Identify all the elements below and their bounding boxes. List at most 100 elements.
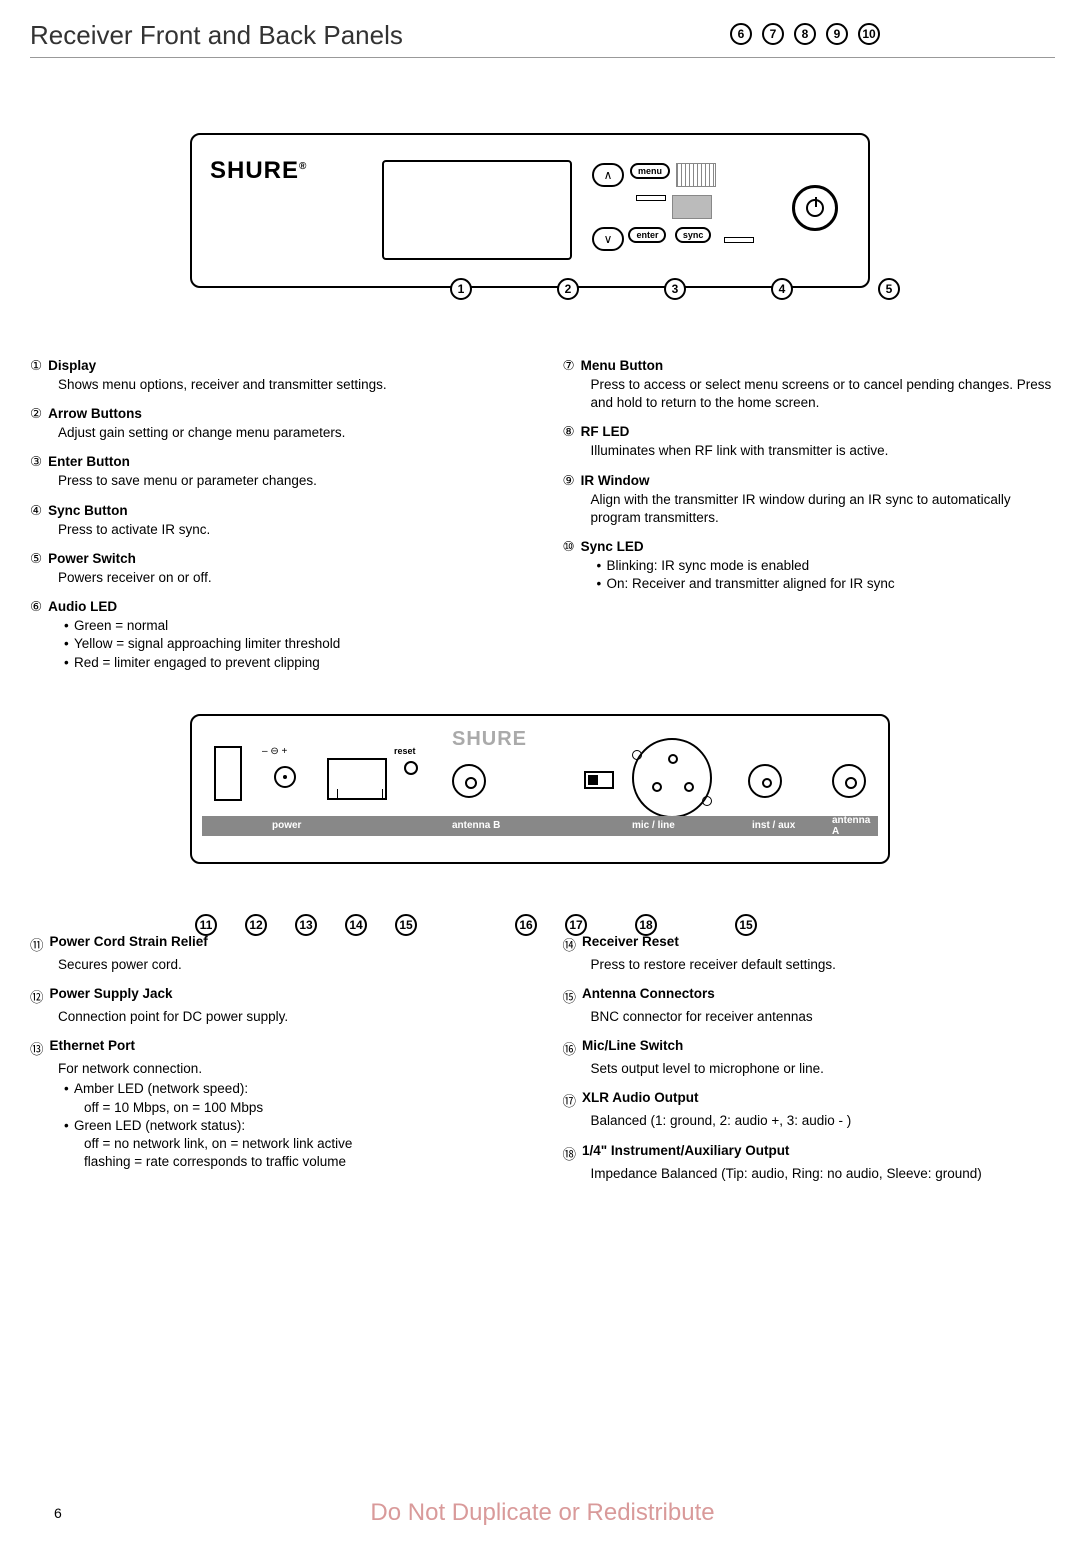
- item-number: ⑨: [563, 473, 575, 489]
- callout-3: 3: [664, 278, 686, 300]
- callout-15b: 15: [735, 914, 757, 936]
- item-number: ⑩: [563, 539, 575, 555]
- description-item: ①DisplayShows menu options, receiver and…: [30, 358, 523, 394]
- front-top-callouts: 6 7 8 9 10: [730, 23, 880, 45]
- item-number: ⑧: [563, 424, 575, 440]
- reset-label: reset: [394, 746, 416, 756]
- back-callouts: 11 12 13 14 15 16 17 18 15: [195, 914, 785, 936]
- description-item: ⑦Menu ButtonPress to access or select me…: [563, 358, 1056, 412]
- item-title: Mic/Line Switch: [582, 1038, 683, 1053]
- item-number: ④: [30, 503, 42, 519]
- ethernet-port: [327, 758, 387, 800]
- callout-10: 10: [858, 23, 880, 45]
- item-bullets: Green = normalYellow = signal approachin…: [64, 617, 523, 672]
- item-desc: Press to activate IR sync.: [58, 521, 523, 539]
- audio-led: [676, 163, 716, 187]
- front-descriptions: ①DisplayShows menu options, receiver and…: [30, 358, 1055, 684]
- mic-line-switch[interactable]: [584, 771, 614, 789]
- page-title: Receiver Front and Back Panels: [30, 20, 1055, 58]
- item-desc: BNC connector for receiver antennas: [591, 1008, 1056, 1026]
- xlr-output: [632, 738, 712, 818]
- callout-14: 14: [345, 914, 367, 936]
- callout-5: 5: [878, 278, 900, 300]
- item-desc: For network connection.: [58, 1060, 523, 1078]
- item-bullets: Blinking: IR sync mode is enabledOn: Rec…: [597, 557, 1056, 593]
- sync-button[interactable]: sync: [675, 227, 712, 243]
- callout-15a: 15: [395, 914, 417, 936]
- callout-16: 16: [515, 914, 537, 936]
- description-item: ④ Sync Button Press to activate IR sync.: [30, 503, 523, 539]
- item-desc: Illuminates when RF link with transmitte…: [591, 442, 1056, 460]
- item-title: Menu Button: [581, 358, 663, 373]
- item-number: ⑭: [563, 934, 577, 954]
- item-title: RF LED: [581, 424, 630, 439]
- item-title: Antenna Connectors: [582, 986, 715, 1001]
- bullet: On: Receiver and transmitter aligned for…: [597, 575, 1056, 593]
- description-item: ⑬ Ethernet Port For network connection. Amb…: [30, 1038, 523, 1171]
- strain-relief: [214, 746, 242, 801]
- power-jack: [274, 766, 296, 788]
- watermark: Do Not Duplicate or Redistribute: [0, 1499, 1085, 1527]
- bullet: Green LED (network status):off = no netw…: [64, 1117, 523, 1172]
- item-desc: Shows menu options, receiver and transmi…: [58, 376, 523, 394]
- description-item: ⑧ RF LED Illuminates when RF link with tra…: [563, 424, 1056, 460]
- item-number: ⑬: [30, 1038, 44, 1058]
- callout-4: 4: [771, 278, 793, 300]
- item-desc: Powers receiver on or off.: [58, 569, 523, 587]
- bullet: Blinking: IR sync mode is enabled: [597, 557, 1056, 575]
- enter-button[interactable]: enter: [628, 227, 666, 243]
- callout-8: 8: [794, 23, 816, 45]
- item-desc: Balanced (1: ground, 2: audio +, 3: audi…: [591, 1112, 1056, 1130]
- description-item: ⑮ Antenna Connectors BNC connector for rec…: [563, 986, 1056, 1026]
- item-desc: Press to restore receiver default settin…: [591, 956, 1056, 974]
- callout-13: 13: [295, 914, 317, 936]
- arrow-up-button[interactable]: ∧: [592, 163, 624, 187]
- callout-6: 6: [730, 23, 752, 45]
- item-desc: Press to save menu or parameter changes.: [58, 472, 523, 490]
- item-bullets: Amber LED (network speed):off = 10 Mbps,…: [64, 1080, 523, 1171]
- item-number: ⑱: [563, 1143, 577, 1163]
- item-desc: Secures power cord.: [58, 956, 523, 974]
- antenna-a-connector: [832, 764, 866, 798]
- callout-12: 12: [245, 914, 267, 936]
- item-title: XLR Audio Output: [582, 1090, 698, 1105]
- item-number: ①: [30, 358, 42, 374]
- antenna-b-connector: [452, 764, 486, 798]
- item-title: Enter Button: [48, 454, 130, 469]
- item-title: Sync LED: [581, 539, 644, 554]
- item-number: ⑥: [30, 599, 42, 615]
- description-item: ⑱1/4" Instrument/Auxiliary OutputImpedan…: [563, 1143, 1056, 1183]
- description-item: ⑨IR WindowAlign with the transmitter IR …: [563, 473, 1056, 527]
- back-label-bar: power antenna B mic / line inst / aux an…: [202, 816, 878, 836]
- description-item: ⑤Power SwitchPowers receiver on or off.: [30, 551, 523, 587]
- callout-1: 1: [450, 278, 472, 300]
- item-title: Power Supply Jack: [50, 986, 173, 1001]
- description-item: ⑰XLR Audio OutputBalanced (1: ground, 2:…: [563, 1090, 1056, 1130]
- ir-window: [672, 195, 712, 219]
- description-item: ⑩ Sync LED Blinking: IR sync mode is enabl…: [563, 539, 1056, 593]
- sync-led: [724, 237, 754, 243]
- callout-7: 7: [762, 23, 784, 45]
- item-number: ⑦: [563, 358, 575, 374]
- arrow-down-button[interactable]: ∨: [592, 227, 624, 251]
- callout-18: 18: [635, 914, 657, 936]
- item-number: ⑫: [30, 986, 44, 1006]
- back-panel: SHURE – ⊖ + reset power antenna B mic / …: [190, 714, 890, 864]
- item-title: Sync Button: [48, 503, 128, 518]
- bullet: Amber LED (network speed):off = 10 Mbps,…: [64, 1080, 523, 1116]
- quarter-inch-output: [748, 764, 782, 798]
- item-title: Audio LED: [48, 599, 117, 614]
- front-panel-diagram: 6 7 8 9 10 SHURE® ∧ menu ∨ enter: [190, 78, 1055, 288]
- description-item: ⑥ Audio LED Green = normalYellow = signal …: [30, 599, 523, 672]
- display-screen: [382, 160, 572, 260]
- description-item: ⑯Mic/Line SwitchSets output level to mic…: [563, 1038, 1056, 1078]
- reset-button[interactable]: [404, 761, 418, 775]
- power-switch[interactable]: [792, 185, 838, 231]
- item-title: Arrow Buttons: [48, 406, 142, 421]
- menu-button[interactable]: menu: [630, 163, 670, 179]
- brand-logo-back: SHURE: [452, 728, 527, 751]
- item-number: ⑮: [563, 986, 577, 1006]
- item-desc: Sets output level to microphone or line.: [591, 1060, 1056, 1078]
- item-title: Ethernet Port: [50, 1038, 136, 1053]
- description-item: ⑪Power Cord Strain ReliefSecures power c…: [30, 934, 523, 974]
